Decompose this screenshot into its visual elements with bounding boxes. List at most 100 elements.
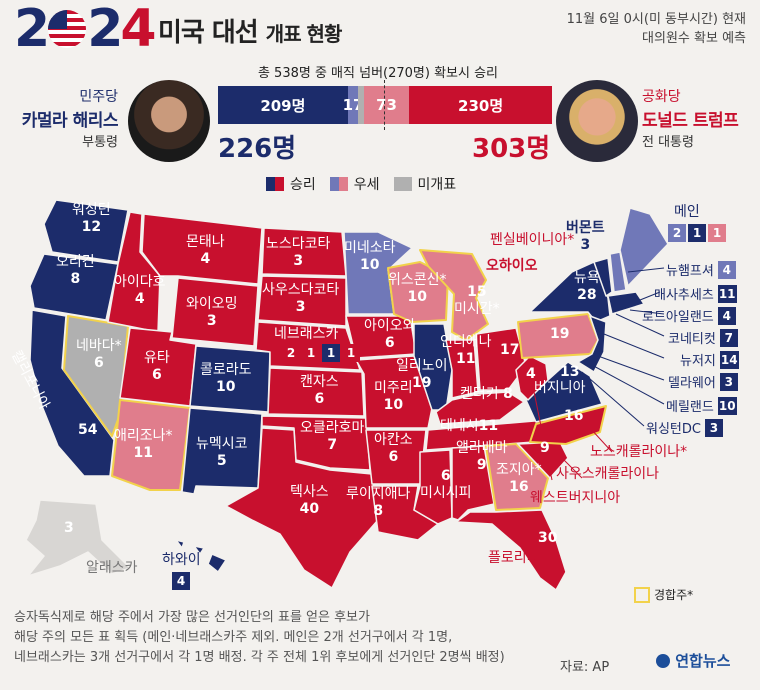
label-hi-ev-box: 4 xyxy=(172,570,190,590)
label-in: 인디애나 11 xyxy=(440,334,492,367)
agency-icon xyxy=(656,654,670,668)
state-tx xyxy=(225,427,379,589)
label-hi-ev: 4 xyxy=(172,572,190,590)
ne-row-7: 워싱턴DC 3 xyxy=(646,418,723,437)
trump-photo xyxy=(556,80,638,162)
state-mt xyxy=(141,213,263,285)
label-sd: 사우스다코타 3 xyxy=(262,282,340,315)
label-nm: 뉴멕시코 5 xyxy=(196,436,248,469)
state-ny xyxy=(529,261,611,323)
legend-undecided-label: 미개표 xyxy=(417,177,457,193)
label-wy: 와이오밍 3 xyxy=(186,296,238,329)
state-sd xyxy=(257,275,347,327)
label-sc-ev: 9 xyxy=(540,440,550,456)
me-split-1: 1 xyxy=(688,224,706,242)
swing-label: 경합주* xyxy=(654,588,694,602)
leader-nj xyxy=(603,333,665,359)
label-mn: 미네소타 10 xyxy=(344,240,396,273)
ne-row-0: 뉴햄프셔 4 xyxy=(666,260,736,279)
agency-logo: 연합뉴스 xyxy=(656,650,730,671)
label-hi: 하와이 xyxy=(162,552,201,568)
source: 자료: AP xyxy=(560,660,610,675)
state-wy xyxy=(171,277,259,347)
ne-row-6: 메릴랜드 10 xyxy=(666,396,737,415)
ne-row-1: 매사추세츠 11 xyxy=(654,284,737,303)
leader-md xyxy=(589,363,665,405)
state-nm xyxy=(181,407,263,495)
ne-split: 2 1 1 1 xyxy=(282,344,360,362)
ne-split-2: 1 xyxy=(322,344,340,362)
bar-undecided xyxy=(358,86,364,124)
logo-digit-4: 4 xyxy=(120,0,156,59)
label-fl-ev: 30 xyxy=(538,530,558,546)
footnote-line-3: 네브래스카는 3개 선거구에서 각 1명 배정. 각 주 전체 1위 후보에게 … xyxy=(14,650,505,665)
legend-win-swatch xyxy=(266,177,284,191)
leader-ct xyxy=(615,313,665,337)
title-sub: 개표 현황 xyxy=(265,22,343,46)
dem-name: 카멀라 해리스 xyxy=(21,111,119,131)
ne-row-4: 뉴저지 14 xyxy=(680,350,739,369)
state-nh xyxy=(609,251,627,293)
label-al: 앨라배마 9 xyxy=(456,440,508,473)
date-line-2: 대의원수 확보 예측 xyxy=(642,31,746,46)
label-wa: 워싱턴 12 xyxy=(72,202,111,235)
swing-legend: 경합주* xyxy=(634,586,693,603)
label-tn: 테네시11 xyxy=(440,418,499,434)
legend-lean-label: 우세 xyxy=(353,177,380,193)
label-fl: 플로리다 xyxy=(488,550,540,566)
label-me: 메인 xyxy=(674,204,700,220)
label-nv: 네바다* 6 xyxy=(76,338,122,371)
bar-rep-win: 230명 xyxy=(409,86,552,124)
state-ky xyxy=(435,391,525,425)
ne-row-3: 코네티컷 7 xyxy=(668,328,738,347)
rep-total: 303명 xyxy=(472,134,551,164)
state-in xyxy=(445,339,479,399)
label-ky: 켄터키 8 xyxy=(460,386,513,402)
leader-wv xyxy=(531,381,553,481)
label-az: 애리조나* 11 xyxy=(114,428,173,461)
label-wi: 위스콘신* 10 xyxy=(388,272,447,305)
label-wv: 웨스트버지니아 xyxy=(530,490,621,506)
label-ak-ev: 3 xyxy=(64,520,74,536)
label-nd: 노스다코타 3 xyxy=(266,236,331,269)
harris-photo xyxy=(128,80,210,162)
ne-row-5: 델라웨어 3 xyxy=(668,372,738,391)
ne-split-0: 2 xyxy=(282,344,300,362)
label-ok: 오클라호마 7 xyxy=(300,420,365,453)
label-co: 콜로라도 10 xyxy=(200,362,252,395)
state-ak xyxy=(25,499,131,577)
me-split-2: 1 xyxy=(708,224,726,242)
me-split-0: 2 xyxy=(668,224,686,242)
logo-digit-2b: 2 xyxy=(87,0,123,59)
page-title: 미국 대선 개표 현황 xyxy=(158,12,343,49)
rep-party: 공화당 xyxy=(642,89,681,105)
state-wa xyxy=(43,199,129,263)
state-ca xyxy=(29,309,115,477)
state-fl xyxy=(455,509,567,591)
label-oh-ev: 17 xyxy=(500,342,520,358)
state-or xyxy=(29,253,119,321)
state-ma xyxy=(607,291,645,315)
state-nc xyxy=(529,405,607,445)
agency-name: 연합뉴스 xyxy=(675,652,731,670)
label-ar: 아칸소 6 xyxy=(374,432,413,465)
state-al xyxy=(451,445,495,521)
legend-win-label: 승리 xyxy=(290,177,316,193)
state-vt xyxy=(593,257,613,297)
label-ms: 6 미시시피 xyxy=(420,468,472,501)
label-ks: 캔자스 6 xyxy=(300,374,339,407)
logo-2024: 2 2 4 xyxy=(14,0,157,59)
label-mt: 몬태나 4 xyxy=(186,234,225,267)
label-tx: 텍사스 40 xyxy=(290,484,329,517)
dem-party: 민주당 xyxy=(79,89,118,105)
logo-digit-2a: 2 xyxy=(14,0,50,59)
me-split: 2 1 1 xyxy=(668,224,726,242)
state-ga xyxy=(485,443,549,511)
label-vt: 버몬트 3 xyxy=(566,220,605,253)
swing-swatch xyxy=(634,586,650,603)
rep-name: 도널드 트럼프 xyxy=(642,111,739,131)
title-main: 미국 대선 xyxy=(158,18,259,48)
dem-info: 민주당 카멀라 해리스 부통령 xyxy=(14,86,119,150)
state-mi xyxy=(419,249,489,341)
bar-dem-win: 209명 xyxy=(218,86,348,124)
